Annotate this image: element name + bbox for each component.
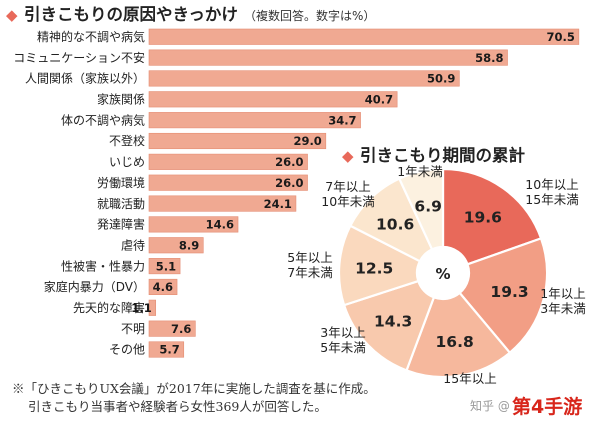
category-label: 家庭内暴力（DV） <box>44 279 145 294</box>
donut-slice <box>342 279 436 372</box>
category-label: 精神的な不調や病気 <box>37 29 145 44</box>
bar <box>148 112 361 129</box>
donut-category-label: 10年以上 <box>525 177 578 192</box>
category-label: その他 <box>109 343 145 357</box>
category-label: いじめ <box>109 155 145 169</box>
bar-value-label: 8.9 <box>179 238 199 252</box>
bar <box>148 320 196 337</box>
donut-title-mark: ◆ <box>342 147 354 165</box>
donut-category-label: 10年未満 <box>321 194 374 209</box>
bar-value-label: 26.0 <box>275 176 303 190</box>
category-label: コミュニケーション不安 <box>13 50 145 65</box>
bar <box>148 237 204 254</box>
bar <box>148 341 185 358</box>
bar-value-label: 29.0 <box>293 134 321 148</box>
bar <box>148 299 157 316</box>
bar <box>148 49 508 66</box>
bar <box>148 70 460 87</box>
donut-slice <box>441 167 543 266</box>
category-label: 不登校 <box>109 133 145 148</box>
donut-center-label: % <box>435 265 450 283</box>
donut-category-label: 15年未満 <box>525 192 578 207</box>
watermark-text: 知乎 @ <box>470 399 510 413</box>
category-label: 人間関係（家族以外） <box>25 71 145 86</box>
donut-value-label: 12.5 <box>355 260 393 278</box>
bar-value-label: 34.7 <box>328 113 356 127</box>
footnote-line-1: ※「ひきこもりUX会議」が2017年に実施した調査を基に作成。 <box>12 381 376 396</box>
donut-chart-title: 引きこもり期間の累計 <box>360 145 526 165</box>
category-label: 性被害・性暴力 <box>61 258 145 273</box>
category-label: 先天的な障害 <box>73 300 145 315</box>
category-label: 労働環境 <box>97 175 145 190</box>
donut-value-label: 10.6 <box>376 215 414 233</box>
bar-value-label: 50.9 <box>427 72 455 86</box>
donut-category-label: 3年未満 <box>540 301 585 316</box>
bar <box>148 278 178 296</box>
bar <box>148 153 308 170</box>
bar-chart-title: 引きこもりの原因やきっかけ <box>24 5 238 24</box>
category-label: 虐待 <box>121 238 145 252</box>
bar-value-label: 4.6 <box>153 280 173 294</box>
bar-value-label: 26.0 <box>275 155 303 169</box>
bar <box>148 195 297 212</box>
donut-category-label: 1年以上 <box>540 286 585 301</box>
watermark-brand: 第4手游 <box>512 396 583 418</box>
donut-value-label: 16.8 <box>436 333 474 351</box>
bar-title-mark: ◆ <box>6 6 18 24</box>
category-label: 体の不調や病気 <box>61 112 145 127</box>
category-label: 就職活動 <box>97 197 145 211</box>
bar-value-label: 14.6 <box>206 218 234 232</box>
donut-value-label: 19.3 <box>490 283 528 301</box>
bar-value-label: 5.7 <box>159 343 179 357</box>
category-label: 家族関係 <box>97 92 145 107</box>
donut-category-label: 1年未満 <box>397 164 442 179</box>
donut-value-label: 14.3 <box>374 313 412 331</box>
donut-slice <box>397 167 445 251</box>
donut-value-label: 19.6 <box>464 209 502 227</box>
donut-category-label: 5年未満 <box>320 340 365 355</box>
bar-value-label: 70.5 <box>546 30 574 44</box>
donut-slice <box>337 224 422 307</box>
bar <box>148 174 308 191</box>
bar <box>148 258 181 275</box>
bar <box>148 216 239 233</box>
donut-value-label: 6.9 <box>414 198 441 216</box>
bar-value-label: 7.6 <box>171 322 191 336</box>
bar-value-label: 58.8 <box>475 51 503 65</box>
bar-value-label: 24.1 <box>264 197 292 211</box>
donut-category-label: 7年以上 <box>325 179 370 194</box>
bar-value-label: 5.1 <box>156 259 176 273</box>
donut-category-label: 7年未満 <box>287 265 332 280</box>
donut-slice <box>405 291 512 379</box>
bar-value-label: 40.7 <box>365 93 393 107</box>
bar <box>148 132 327 150</box>
bar-chart-subtitle: （複数回答。数字は%） <box>244 8 375 23</box>
donut-category-label: 15年以上 <box>443 371 496 386</box>
bar <box>148 28 580 45</box>
donut-category-label: 5年以上 <box>287 250 332 265</box>
category-label: 発達障害 <box>97 217 145 232</box>
footnote-line-2: 引きこもり当事者や経験者ら女性369人が回答した。 <box>28 399 327 414</box>
donut-slice <box>458 236 549 355</box>
donut-category-label: 3年以上 <box>320 325 365 340</box>
bar <box>148 91 398 108</box>
bar-value-label: 1.1 <box>131 301 151 315</box>
category-label: 不明 <box>121 322 145 336</box>
